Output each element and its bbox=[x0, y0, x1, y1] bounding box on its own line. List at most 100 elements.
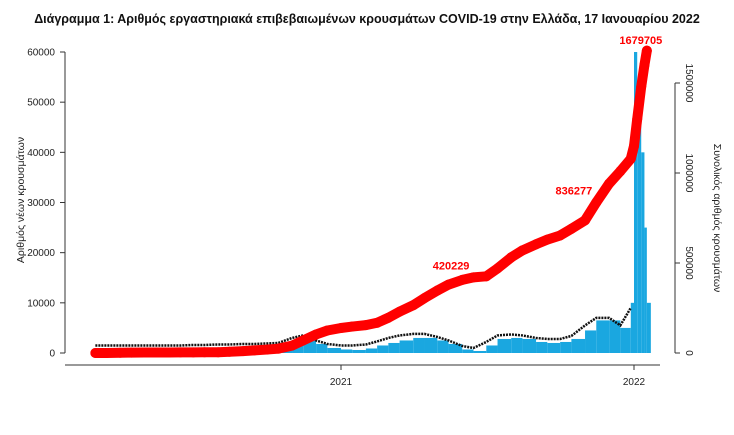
bar bbox=[473, 350, 487, 353]
daily-cases-bars bbox=[95, 52, 651, 353]
cumulative-point bbox=[641, 45, 652, 56]
annotation-label: 420229 bbox=[433, 260, 470, 272]
cumulative-point bbox=[604, 178, 615, 189]
bar bbox=[365, 348, 378, 353]
y-tick-label: 40000 bbox=[27, 148, 55, 159]
cumulative-point bbox=[457, 274, 468, 285]
cumulative-point bbox=[360, 320, 371, 331]
bar bbox=[437, 340, 449, 353]
bar bbox=[341, 349, 353, 353]
bar bbox=[620, 327, 631, 353]
y2-tick-label: 0 bbox=[683, 350, 694, 356]
cumulative-point bbox=[615, 166, 626, 177]
cumulative-point bbox=[347, 321, 358, 332]
y-tick-label: 60000 bbox=[27, 48, 55, 59]
bar bbox=[536, 341, 548, 353]
cumulative-point bbox=[175, 347, 186, 358]
cumulative-point bbox=[287, 340, 298, 351]
cumulative-point bbox=[90, 347, 101, 358]
daily-cases-line bbox=[95, 307, 632, 350]
cumulative-point bbox=[636, 81, 647, 92]
y2-tick-label: 1500000 bbox=[683, 64, 694, 103]
daily-line-path bbox=[95, 307, 632, 350]
cumulative-point bbox=[150, 347, 161, 358]
cumulative-point bbox=[632, 114, 643, 124]
y-tick-label: 50000 bbox=[27, 98, 55, 109]
bar bbox=[511, 337, 523, 353]
axes: 0 10000 20000 30000 40000 50000 60000 0 500000 10… bbox=[27, 48, 694, 389]
chart-title: Διάγραμμα 1: Αριθμός εργαστηριακά επιβεβ… bbox=[34, 12, 700, 26]
bar bbox=[644, 227, 647, 353]
bar bbox=[462, 349, 474, 353]
bar bbox=[571, 338, 586, 353]
bar bbox=[585, 330, 597, 353]
cumulative-point bbox=[468, 272, 479, 283]
bar bbox=[522, 338, 537, 353]
cumulative-cases-curve bbox=[90, 45, 652, 358]
cumulative-point bbox=[311, 329, 322, 340]
bar bbox=[497, 338, 512, 353]
cumulative-point bbox=[555, 230, 566, 241]
y-tick-label: 0 bbox=[49, 349, 55, 360]
cumulative-point bbox=[580, 215, 591, 226]
cumulative-point bbox=[408, 300, 419, 311]
cumulative-point bbox=[372, 317, 383, 328]
annotation-label: 1679705 bbox=[619, 35, 662, 47]
bar bbox=[637, 117, 642, 353]
cumulative-point bbox=[224, 346, 235, 357]
bar bbox=[560, 341, 572, 353]
annotations: 420229 836277 1679705 bbox=[433, 35, 663, 272]
y-tick-label: 20000 bbox=[27, 248, 55, 259]
bar bbox=[388, 342, 400, 353]
y2-axis-label: Συνολικός αριθμός κρουσμάτων bbox=[711, 144, 723, 293]
y-tick-label: 10000 bbox=[27, 298, 55, 309]
x-tick-label: 2021 bbox=[330, 377, 353, 388]
cumulative-point bbox=[115, 347, 126, 358]
cumulative-point bbox=[273, 343, 284, 354]
annotation-label: 836277 bbox=[556, 185, 593, 197]
bar bbox=[609, 320, 621, 353]
cumulative-line bbox=[90, 45, 652, 358]
cumulative-point bbox=[432, 285, 443, 296]
bar bbox=[641, 152, 645, 353]
cumulative-point bbox=[419, 293, 430, 304]
cumulative-point bbox=[164, 347, 175, 358]
bar bbox=[448, 343, 463, 353]
cumulative-point bbox=[126, 347, 137, 358]
cumulative-point bbox=[492, 263, 503, 274]
bar bbox=[547, 342, 561, 353]
cumulative-point bbox=[298, 335, 309, 346]
cumulative-point bbox=[199, 347, 210, 358]
bar bbox=[634, 52, 638, 353]
cumulative-point bbox=[188, 347, 199, 358]
bar bbox=[630, 302, 634, 353]
cumulative-point bbox=[101, 347, 112, 358]
y2-tick-label: 500000 bbox=[683, 246, 694, 280]
cumulative-point bbox=[506, 252, 517, 263]
bar bbox=[424, 337, 438, 353]
bar bbox=[486, 345, 498, 353]
cumulative-point bbox=[531, 239, 542, 250]
x-tick-label: 2022 bbox=[623, 377, 646, 388]
cumulative-point bbox=[639, 60, 650, 70]
cumulative-point bbox=[625, 153, 636, 164]
cumulative-point bbox=[213, 347, 224, 358]
bar bbox=[399, 340, 414, 353]
cumulative-point bbox=[481, 271, 492, 282]
bar bbox=[377, 345, 389, 353]
cumulative-point bbox=[542, 234, 553, 245]
bar bbox=[327, 347, 341, 353]
cumulative-point bbox=[238, 346, 249, 357]
bar bbox=[596, 320, 610, 353]
cumulative-point bbox=[443, 279, 454, 290]
cumulative-point bbox=[383, 312, 394, 323]
y-axis-label: Αριθμός νέων κρουσμάτων bbox=[15, 137, 27, 263]
cumulative-point bbox=[629, 141, 639, 151]
cumulative-point bbox=[591, 197, 602, 208]
cumulative-point bbox=[336, 323, 346, 334]
cumulative-point bbox=[322, 325, 333, 336]
cumulative-point bbox=[394, 306, 405, 317]
cumulative-point bbox=[262, 344, 273, 355]
bar bbox=[352, 349, 366, 353]
